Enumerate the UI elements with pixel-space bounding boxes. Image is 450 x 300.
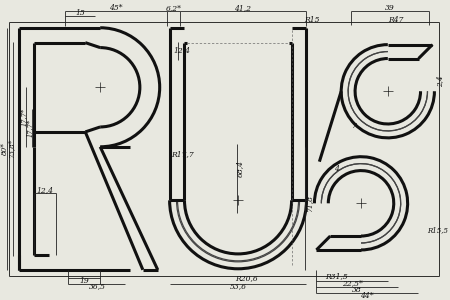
Text: 38: 38 — [352, 286, 362, 294]
Text: 12,4: 12,4 — [173, 46, 190, 55]
Text: 17,7*: 17,7* — [26, 119, 34, 137]
Text: 15: 15 — [76, 9, 85, 17]
Text: R47: R47 — [388, 16, 404, 24]
Text: R20,6: R20,6 — [236, 274, 258, 282]
Text: 6,2*: 6,2* — [166, 4, 182, 12]
Text: 80*: 80* — [1, 142, 9, 155]
Text: 4: 4 — [334, 165, 339, 172]
Text: 2,4: 2,4 — [436, 76, 444, 87]
Text: R31,5: R31,5 — [325, 272, 347, 280]
Text: 53,6: 53,6 — [230, 283, 247, 291]
Text: R15,5: R15,5 — [427, 226, 448, 234]
Text: 71,8: 71,8 — [306, 195, 314, 212]
Text: 45*: 45* — [109, 4, 123, 12]
Text: 19: 19 — [80, 277, 89, 285]
Text: R15: R15 — [304, 16, 319, 24]
Text: 41,2: 41,2 — [234, 4, 252, 12]
Text: 36,5: 36,5 — [89, 283, 106, 291]
Text: 12,4: 12,4 — [36, 186, 53, 194]
Text: 17,7*: 17,7* — [20, 108, 28, 126]
Text: 73,8*: 73,8* — [7, 139, 15, 158]
Text: 39: 39 — [385, 4, 395, 12]
Text: 7: 7 — [351, 122, 356, 130]
Text: R17,7: R17,7 — [171, 150, 194, 158]
Text: 22,5*: 22,5* — [342, 280, 363, 288]
Text: 44*: 44* — [360, 292, 374, 300]
Text: 68,4: 68,4 — [236, 160, 244, 177]
